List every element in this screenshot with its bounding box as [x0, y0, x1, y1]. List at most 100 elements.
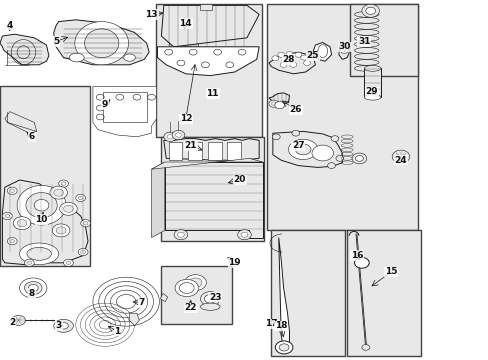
Circle shape: [285, 51, 292, 57]
Circle shape: [12, 315, 25, 325]
Ellipse shape: [59, 323, 68, 329]
Circle shape: [200, 292, 220, 306]
Bar: [168, 142, 182, 160]
Polygon shape: [278, 238, 289, 353]
Circle shape: [28, 284, 38, 292]
Text: 9: 9: [102, 100, 108, 109]
Ellipse shape: [364, 94, 380, 100]
Text: 8: 8: [29, 289, 35, 298]
Polygon shape: [2, 180, 88, 265]
Bar: [161, 137, 264, 241]
Circle shape: [20, 278, 47, 298]
Bar: [188, 142, 202, 160]
Text: 29: 29: [365, 87, 377, 96]
Text: 3: 3: [56, 321, 61, 330]
Circle shape: [81, 220, 90, 227]
Circle shape: [351, 153, 366, 164]
Circle shape: [303, 60, 310, 66]
Circle shape: [13, 217, 31, 230]
Text: 27: 27: [291, 141, 304, 150]
Ellipse shape: [84, 29, 119, 58]
Circle shape: [279, 344, 288, 351]
Circle shape: [289, 62, 296, 67]
Circle shape: [172, 130, 184, 140]
Circle shape: [7, 238, 17, 245]
Circle shape: [204, 294, 216, 303]
Circle shape: [179, 47, 187, 53]
Polygon shape: [163, 139, 259, 160]
Circle shape: [291, 130, 299, 136]
Text: 2: 2: [9, 318, 15, 327]
Circle shape: [175, 133, 181, 137]
Bar: [364, 68, 381, 97]
Bar: [161, 266, 232, 324]
Circle shape: [355, 156, 363, 161]
Bar: [271, 230, 344, 356]
Circle shape: [27, 261, 32, 265]
Bar: [266, 4, 417, 230]
Circle shape: [60, 202, 77, 215]
Circle shape: [24, 282, 42, 294]
Text: 28: 28: [282, 55, 294, 64]
Circle shape: [213, 49, 221, 55]
Text: 31: 31: [357, 37, 370, 46]
Ellipse shape: [34, 199, 49, 211]
Polygon shape: [0, 34, 49, 65]
Circle shape: [277, 52, 284, 57]
Text: 19: 19: [228, 258, 241, 267]
Circle shape: [241, 232, 247, 237]
Polygon shape: [164, 162, 262, 238]
Text: 21: 21: [184, 141, 197, 150]
Text: 24: 24: [394, 156, 407, 165]
Circle shape: [275, 341, 292, 354]
Bar: [199, 4, 211, 10]
Circle shape: [280, 62, 286, 67]
Text: 6: 6: [29, 132, 35, 141]
Bar: [207, 142, 221, 160]
Circle shape: [361, 345, 369, 350]
Ellipse shape: [54, 319, 73, 332]
Circle shape: [81, 250, 85, 254]
Circle shape: [274, 102, 284, 109]
Bar: [156, 4, 261, 137]
Circle shape: [268, 100, 278, 107]
Circle shape: [10, 189, 15, 193]
Polygon shape: [129, 313, 139, 326]
Circle shape: [2, 212, 12, 220]
Circle shape: [96, 114, 104, 120]
Circle shape: [237, 230, 251, 240]
Polygon shape: [161, 5, 259, 47]
Ellipse shape: [200, 303, 220, 310]
Circle shape: [83, 221, 88, 225]
Text: 4: 4: [6, 21, 13, 30]
Ellipse shape: [75, 22, 128, 65]
Bar: [349, 4, 417, 76]
Text: 18: 18: [274, 321, 287, 330]
Circle shape: [294, 52, 301, 57]
Ellipse shape: [17, 185, 66, 225]
Circle shape: [17, 220, 27, 227]
Ellipse shape: [26, 193, 57, 218]
Polygon shape: [272, 131, 342, 167]
Circle shape: [5, 214, 10, 218]
Polygon shape: [312, 42, 331, 61]
Circle shape: [354, 257, 368, 268]
Text: 25: 25: [306, 51, 319, 60]
Circle shape: [133, 94, 141, 100]
Circle shape: [56, 227, 66, 234]
Circle shape: [175, 279, 198, 297]
Circle shape: [63, 205, 73, 212]
Polygon shape: [54, 20, 149, 65]
Text: 10: 10: [35, 215, 48, 224]
Circle shape: [327, 163, 335, 168]
Text: 15: 15: [384, 267, 397, 276]
Circle shape: [174, 230, 187, 240]
Polygon shape: [157, 47, 259, 76]
Circle shape: [66, 261, 71, 265]
Polygon shape: [268, 52, 315, 74]
Text: 20: 20: [233, 175, 245, 184]
Circle shape: [164, 49, 172, 55]
Circle shape: [238, 49, 245, 55]
Circle shape: [177, 60, 184, 66]
Circle shape: [163, 132, 176, 141]
